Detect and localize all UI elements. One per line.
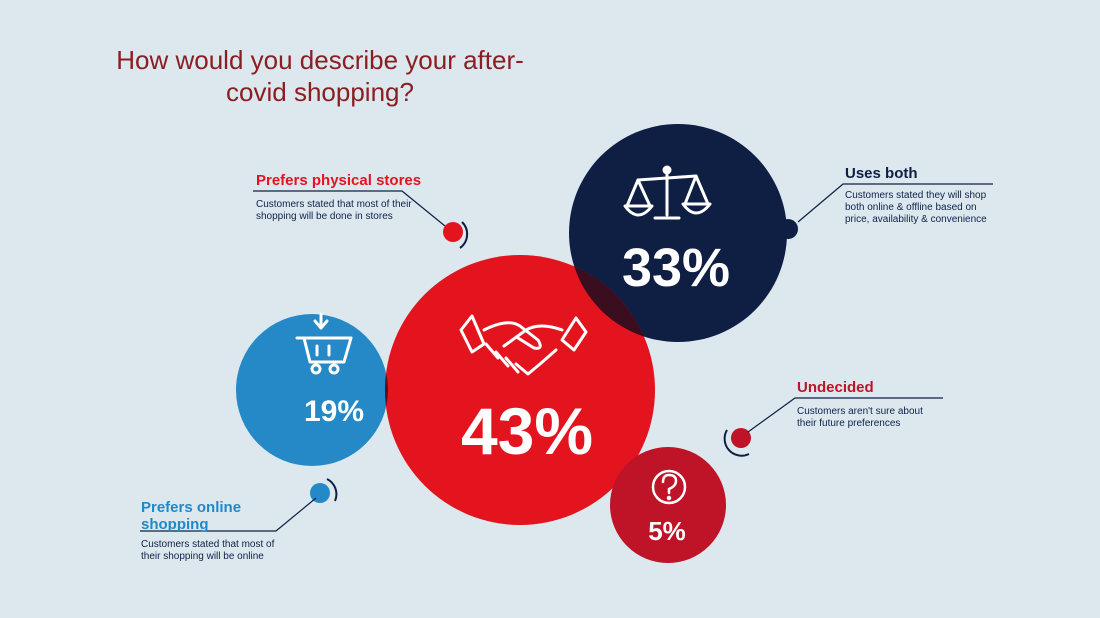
label-online: Prefers online shopping [141, 499, 242, 533]
bubble-physical [385, 255, 655, 525]
desc-uses-both: Customers stated they will shop both onl… [845, 190, 987, 225]
handshake-icon [459, 314, 588, 376]
value-label-uses-both: 33% [622, 238, 730, 298]
label-physical: Prefers physical stores [256, 172, 422, 189]
value-label-physical: 43% [461, 394, 593, 468]
bubble-undecided [610, 447, 726, 563]
bubble-uses-both [569, 124, 787, 342]
label-uses-both: Uses both [845, 165, 918, 182]
leader-lines [140, 183, 993, 532]
marker-undecided [723, 428, 751, 457]
marker-online [310, 478, 338, 503]
marker-physical [443, 221, 469, 249]
value-label-undecided: 5% [648, 516, 686, 546]
marker-uses-both [769, 216, 798, 244]
page-title: How would you describe your after-covid … [116, 45, 524, 107]
label-undecided: Undecided [797, 379, 874, 396]
desc-physical: Customers stated that most of their shop… [256, 199, 412, 222]
question-icon [651, 469, 687, 505]
bubble-online [236, 314, 388, 466]
value-label-online: 19% [304, 395, 364, 428]
scales-icon [623, 165, 712, 220]
desc-undecided: Customers aren't sure about their future… [797, 406, 923, 429]
shopping-cart-icon [295, 312, 353, 375]
desc-online: Customers stated that most of their shop… [141, 539, 275, 562]
